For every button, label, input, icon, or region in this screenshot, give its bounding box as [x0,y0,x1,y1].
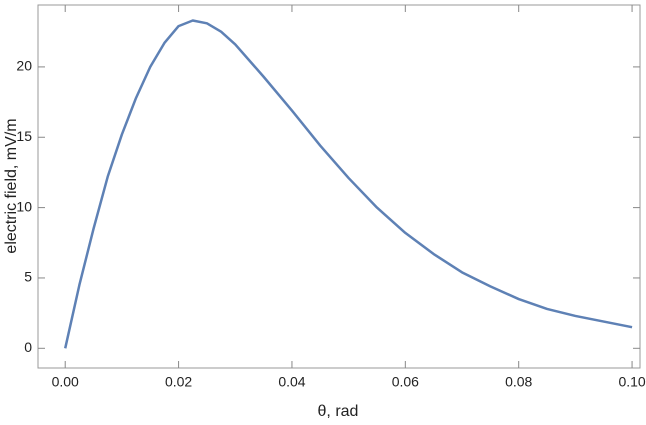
x-tick-label: 0.04 [278,374,305,390]
plot-frame [37,4,641,369]
y-tick-label: 15 [16,128,32,144]
y-tick-label: 10 [16,198,32,214]
data-line [63,19,633,349]
y-tick-label: 20 [16,58,32,74]
y-tick-label: 5 [24,269,32,285]
x-tick-label: 0.02 [165,374,192,390]
x-axis-label: θ, rad [318,403,359,420]
x-tick-label: 0.00 [52,374,79,390]
x-tick-label: 0.08 [505,374,532,390]
x-tick-label: 0.06 [392,374,419,390]
y-tick-label: 0 [24,339,32,355]
y-axis-label: electric field, mV/m [3,118,20,253]
x-tick-label: 0.10 [618,374,645,390]
